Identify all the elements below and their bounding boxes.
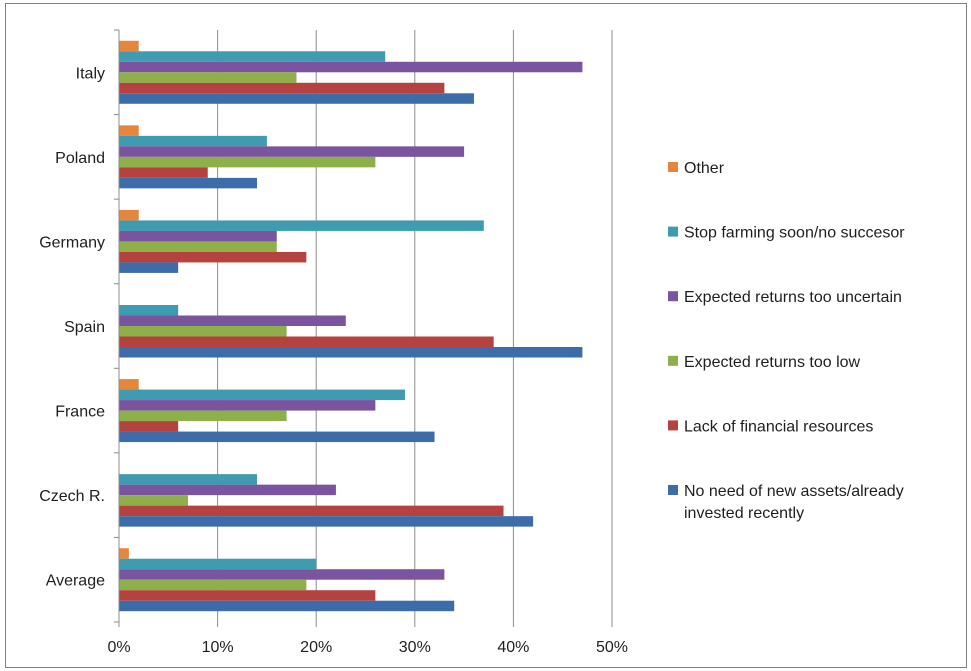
legend-swatch	[668, 226, 678, 237]
bar	[119, 177, 258, 189]
bar	[119, 146, 465, 157]
bar	[119, 156, 376, 168]
legend-label: Expected returns too uncertain	[684, 289, 902, 306]
legend: Other Stop farming soon/no succesor Expect…	[668, 160, 905, 522]
legend-label: Other	[684, 160, 725, 177]
bar	[119, 474, 258, 485]
legend-label: Stop farming soon/no succesor	[684, 225, 905, 242]
bar	[119, 72, 297, 83]
legend-swatch	[668, 485, 678, 495]
bar	[119, 167, 208, 178]
bar	[119, 61, 583, 73]
bar	[119, 379, 139, 390]
bar	[119, 125, 139, 136]
bar	[119, 220, 484, 231]
bar	[119, 305, 179, 316]
y-category-label: Average	[46, 573, 105, 590]
bar	[119, 516, 534, 527]
x-tick-label: 30%	[399, 639, 431, 656]
legend-swatch	[668, 162, 678, 172]
legend-swatch	[668, 355, 678, 366]
chart-frame	[5, 3, 967, 668]
bar	[119, 40, 139, 52]
x-tick-label: 40%	[497, 639, 529, 656]
bar	[119, 93, 474, 104]
bar	[119, 347, 583, 358]
bar	[119, 590, 376, 601]
bar	[119, 400, 376, 411]
bar	[119, 505, 504, 517]
legend-label: Lack of financial resources	[684, 418, 873, 435]
bar	[119, 262, 179, 273]
bar	[119, 135, 267, 147]
bar	[119, 495, 189, 506]
y-category-label: Germany	[39, 234, 105, 251]
x-tick-label: 20%	[300, 639, 332, 656]
legend-label: No need of new assets/already invested re…	[684, 483, 904, 522]
axis-labels: 0% 10% 20% 30% 40% 50% Italy Poland Germany Spain…	[39, 65, 628, 656]
x-tick-label: 10%	[202, 639, 234, 656]
bar	[119, 326, 287, 337]
bar	[119, 421, 179, 432]
bar	[119, 51, 386, 62]
bars	[119, 40, 583, 612]
x-tick-label: 50%	[596, 639, 628, 656]
bar	[119, 82, 445, 94]
y-category-label: Spain	[64, 319, 105, 336]
bar	[119, 558, 317, 570]
bar	[119, 431, 435, 443]
bar	[119, 579, 307, 591]
bar	[119, 230, 277, 242]
y-category-label: Poland	[55, 150, 105, 167]
legend-label: Expected returns too low	[684, 354, 861, 371]
bar	[119, 410, 287, 422]
bar	[119, 241, 277, 252]
legend-swatch	[668, 291, 678, 302]
bar	[119, 336, 494, 347]
x-tick-label: 0%	[107, 639, 130, 656]
bar	[119, 389, 405, 401]
y-category-label: France	[55, 404, 105, 421]
bar	[119, 548, 129, 559]
axes	[114, 29, 613, 627]
bar	[119, 251, 307, 263]
bar	[119, 569, 445, 580]
bar	[119, 600, 455, 612]
y-category-label: Czech R.	[39, 488, 105, 505]
bar	[119, 209, 139, 221]
legend-swatch	[668, 420, 678, 431]
y-category-label: Italy	[76, 65, 105, 82]
bar	[119, 315, 346, 326]
bar	[119, 484, 336, 496]
